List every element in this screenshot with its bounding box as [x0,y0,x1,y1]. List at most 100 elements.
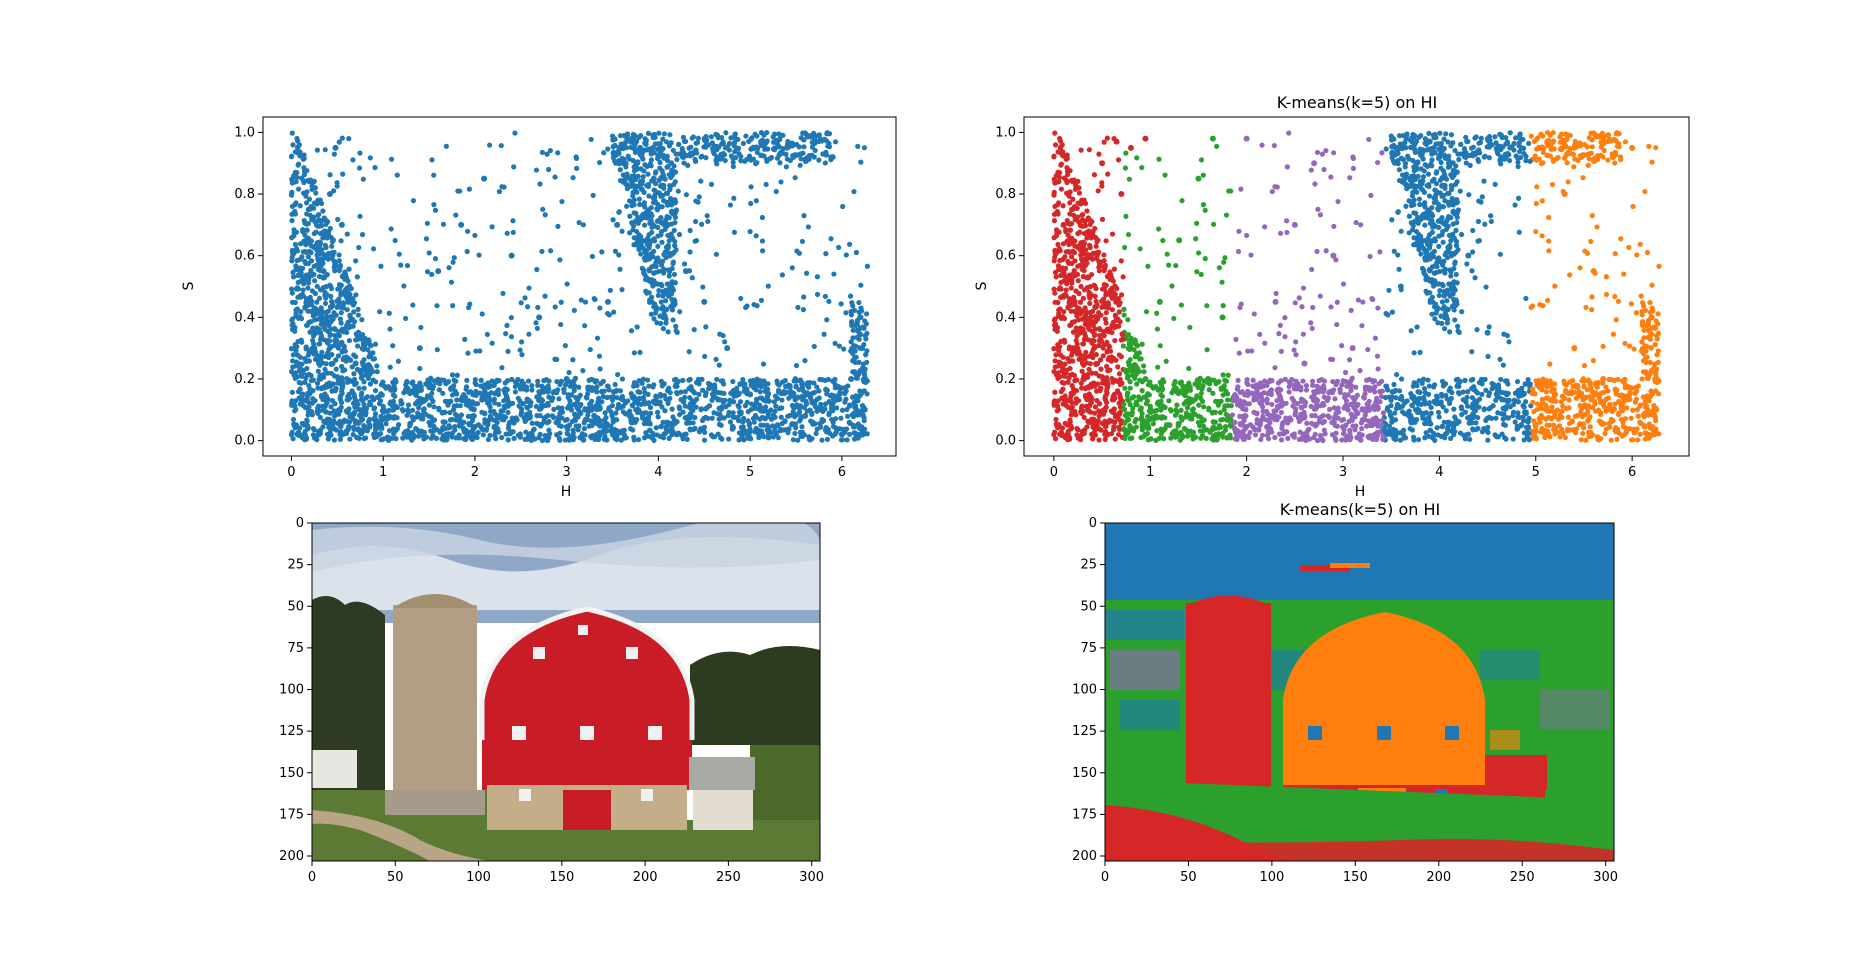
data-point [1605,157,1611,163]
data-point [300,227,306,233]
data-point [372,427,379,433]
data-point [792,175,798,181]
data-point [515,395,521,401]
data-point [711,143,717,149]
data-point [562,382,569,388]
data-point [452,423,458,430]
data-point [1357,367,1363,374]
data-point [467,301,473,307]
data-point [436,387,442,393]
data-point [409,414,415,420]
data-point [328,326,334,332]
data-point [299,361,305,367]
data-point [665,163,671,169]
data-point [648,311,654,317]
data-point [605,383,611,389]
data-point [467,400,473,406]
data-point [674,156,680,163]
data-point [315,266,322,273]
data-point [1328,304,1334,310]
data-point [323,401,329,407]
data-point [1578,437,1584,443]
data-point [801,213,807,219]
data-point [828,154,834,160]
data-point [1606,376,1612,383]
data-point [832,385,838,391]
data-point [716,411,723,417]
data-point [1386,287,1392,293]
data-point [556,422,562,429]
data-point [672,169,679,175]
data-point [752,131,758,137]
data-point [292,408,298,414]
data-point [305,280,312,286]
data-point [447,417,453,423]
data-point [666,143,672,149]
data-point [809,390,815,396]
data-point [659,239,665,245]
data-point [624,171,630,177]
data-point [670,211,676,217]
data-point [491,380,498,386]
data-point [692,414,698,421]
data-point [1060,203,1066,209]
data-point [537,181,543,187]
data-point [300,287,306,293]
data-point [1470,376,1476,382]
data-point [801,294,807,300]
data-point [719,153,725,160]
data-point [793,425,799,431]
data-point [672,197,678,203]
data-point [1220,372,1226,378]
data-point [740,424,746,430]
data-point [742,158,748,164]
data-point [405,385,411,391]
data-point [564,281,570,287]
data-point [631,380,637,386]
data-point [703,406,709,412]
data-point [529,387,535,393]
data-point [626,156,632,162]
data-point [698,407,704,413]
data-point [330,361,336,367]
data-point [562,343,568,349]
data-point [554,378,560,385]
data-point [329,304,335,310]
data-point [802,358,808,364]
data-point [855,143,861,149]
data-point [583,416,589,422]
data-point [518,300,524,306]
data-point [539,248,545,255]
data-point [1344,383,1350,389]
data-point [445,425,452,431]
data-point [498,142,504,149]
data-point [853,249,860,256]
data-point [670,317,676,323]
data-point [382,414,388,421]
data-point [627,230,633,236]
data-point [653,395,659,401]
data-point [1317,212,1324,218]
data-point [570,175,576,181]
data-point [372,405,378,411]
data-point [1220,434,1226,440]
data-point [782,377,788,384]
data-point [670,147,676,154]
data-point [1339,437,1345,443]
data-point [719,404,725,410]
data-point [702,429,708,435]
data-point [628,328,635,334]
data-point [346,266,352,272]
data-point [1156,298,1163,305]
data-point [331,188,337,194]
data-point [536,314,543,321]
data-point [783,164,789,170]
data-point [864,378,870,384]
data-point [542,293,548,299]
data-point [1408,328,1414,334]
data-point [640,156,646,162]
data-point [748,136,754,142]
data-point [1497,251,1503,257]
data-point [423,236,430,242]
data-point [770,412,776,418]
